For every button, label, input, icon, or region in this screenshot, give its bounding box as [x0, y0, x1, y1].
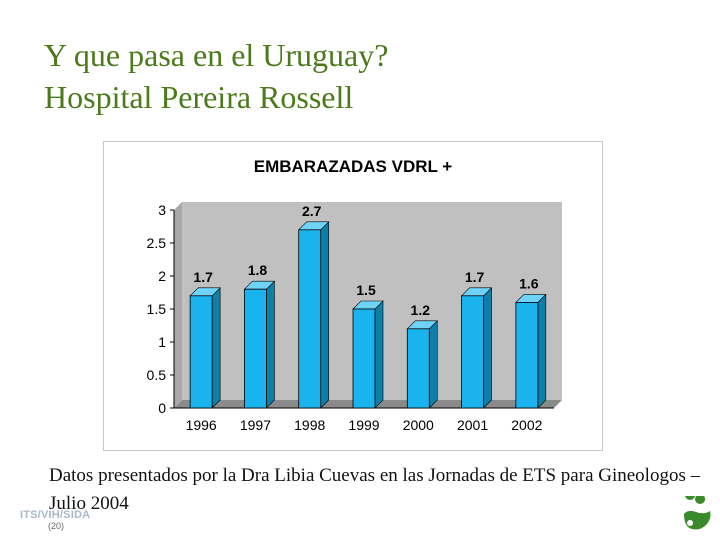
plot-side-wall: [174, 202, 182, 408]
bar-side: [266, 280, 275, 409]
slide-number: (20): [48, 521, 65, 531]
organization-logo-icon: [684, 496, 711, 530]
slide-title: Y que pasa en el Uruguay? Hospital Perei…: [44, 34, 388, 118]
data-label: 2.7: [302, 203, 322, 219]
bar-side: [320, 221, 330, 409]
bar: [244, 288, 267, 409]
slide-title-line2: Hospital Pereira Rossell: [44, 79, 354, 115]
chart-title: EMBARAZADAS VDRL +: [254, 157, 453, 176]
x-tick-label: 1996: [186, 417, 217, 433]
data-label: 1.6: [519, 275, 539, 291]
x-tick-label: 2001: [457, 417, 488, 433]
data-label: 1.8: [248, 262, 268, 278]
data-label: 1.7: [193, 269, 213, 285]
data-label: 1.5: [356, 282, 376, 298]
slide-title-line1: Y que pasa en el Uruguay?: [44, 37, 389, 73]
y-tick-label: 2.5: [147, 235, 167, 251]
bar-side: [374, 300, 384, 409]
bar: [461, 295, 484, 409]
x-tick-label: 1999: [348, 417, 379, 433]
data-label: 1.2: [411, 302, 431, 318]
bar-side: [211, 287, 221, 409]
y-tick-label: 1: [158, 334, 166, 350]
bar: [406, 328, 430, 409]
y-tick-label: 2: [158, 268, 166, 284]
bar: [298, 229, 322, 409]
x-tick-label: 2000: [403, 417, 434, 433]
bar-side: [483, 287, 492, 409]
chart-frame: EMBARAZADAS VDRL + 0 0.5 1 1.5 2 2.5 3 1.7 1996 1.…: [103, 141, 603, 451]
bar-chart: EMBARAZADAS VDRL + 0 0.5 1 1.5 2 2.5 3 1.7 1996 1.…: [147, 157, 562, 433]
bar: [189, 295, 213, 409]
bar: [352, 308, 376, 409]
bar-side: [428, 320, 438, 409]
x-tick-label: 1997: [240, 417, 271, 433]
y-tick-label: 1.5: [147, 301, 167, 317]
y-tick-label: 0.5: [147, 367, 167, 383]
bar-side: [537, 293, 547, 409]
y-tick-label: 0: [158, 400, 166, 416]
y-tick-label: 3: [158, 202, 166, 218]
bar: [515, 301, 539, 409]
source-caption: Datos presentados por la Dra Libia Cueva…: [49, 465, 701, 514]
x-tick-label: 1998: [294, 417, 325, 433]
x-tick-label: 2002: [511, 417, 542, 433]
data-label: 1.7: [465, 269, 485, 285]
footer-label: ITS/VIH/SIDA: [20, 509, 91, 521]
